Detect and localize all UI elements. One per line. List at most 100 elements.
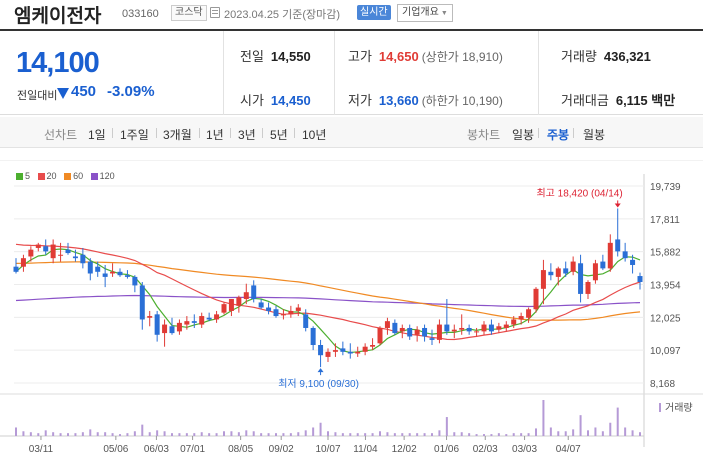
volume-bar <box>237 432 240 436</box>
volume-bar <box>29 432 32 436</box>
candle-body <box>176 322 182 332</box>
volume-bar <box>81 432 84 436</box>
volume-bar <box>96 432 99 436</box>
candle-monthly[interactable]: 월봉 <box>583 128 606 142</box>
candle-body <box>459 327 465 330</box>
volume-bar <box>438 430 441 436</box>
period-1w[interactable]: 1주일 <box>120 128 149 142</box>
volume-bar <box>564 431 567 436</box>
calendar-icon <box>210 7 220 18</box>
lower-limit: (하한가 10,190) <box>421 94 503 108</box>
separator <box>112 128 113 138</box>
ma-legend: 5 20 60 120 <box>16 171 120 181</box>
upper-limit: (상한가 18,910) <box>421 50 503 64</box>
candle-body <box>280 314 286 316</box>
candle-body <box>399 327 405 332</box>
volume-bar <box>208 433 211 436</box>
stock-code: 033160 <box>122 8 159 20</box>
volume-bar <box>52 432 55 436</box>
candle-body <box>548 271 554 276</box>
volume-bar <box>490 434 493 436</box>
y-tick-label: 15,882 <box>650 248 681 259</box>
realtime-button[interactable]: 실시간 <box>357 5 391 20</box>
volume-bar <box>631 430 634 436</box>
candle-body <box>87 261 93 274</box>
candle-body <box>132 276 138 286</box>
volume-bar <box>260 433 263 436</box>
current-price: 14,100 <box>16 47 100 79</box>
candle-body <box>392 322 398 334</box>
volume-bar <box>609 422 612 436</box>
open-label: 시가 <box>240 93 264 108</box>
x-tick-label: 02/03 <box>473 444 498 455</box>
y-tick-label: 8,168 <box>650 379 675 390</box>
volume-bar <box>460 432 463 436</box>
legend-label: 20 <box>46 171 57 181</box>
candle-body <box>102 273 108 277</box>
candle-body <box>80 254 86 264</box>
open-value: 14,450 <box>270 93 311 108</box>
x-tick-label: 04/07 <box>556 444 581 455</box>
volume-value: 436,321 <box>603 49 651 64</box>
candle-body <box>600 261 606 269</box>
candle-body <box>28 249 34 257</box>
candle-body <box>20 258 26 267</box>
candle-body <box>466 327 472 332</box>
candle-body <box>13 266 19 272</box>
period-3m[interactable]: 3개월 <box>163 128 192 142</box>
price-summary: 14,100 전일대비 450 -3.09% 전일 14,550 시가 14,450… <box>0 29 703 115</box>
candle-body <box>481 324 487 332</box>
period-10y[interactable]: 10년 <box>302 128 327 142</box>
volume-bar <box>520 433 523 436</box>
stock-chart[interactable]: 19,739 17,811 15,882 13,954 12,025 10,097 8,16… <box>0 160 703 457</box>
candle-body <box>347 351 353 354</box>
candle-body <box>622 251 628 259</box>
candle-body <box>199 316 205 325</box>
volume-bar <box>282 433 285 436</box>
x-tick-label: 01/06 <box>434 444 459 455</box>
period-5y[interactable]: 5년 <box>270 128 288 142</box>
volume-bar <box>557 431 560 436</box>
y-tick-label: 10,097 <box>650 346 681 357</box>
candle-body <box>236 297 242 306</box>
candle-body <box>451 329 457 332</box>
candle-body <box>615 239 621 252</box>
volume-label: 거래량 <box>561 49 597 64</box>
trade-value: 6,115 백만 <box>615 93 676 108</box>
volume-bar <box>89 429 92 436</box>
company-info-dropdown[interactable]: 기업개요 ▼ <box>397 4 453 22</box>
low-cell: 저가 13,660 (하한가 10,190) <box>348 90 503 109</box>
candle-body <box>526 309 532 318</box>
candle-body <box>184 321 190 325</box>
volume-bar <box>416 433 419 436</box>
candle-body <box>578 263 584 294</box>
period-1d[interactable]: 1일 <box>88 128 106 142</box>
x-tick-label: 06/03 <box>144 444 169 455</box>
candle-body <box>540 270 546 289</box>
volume-bar <box>275 433 277 436</box>
candle-body <box>191 321 197 323</box>
volume-bar <box>252 431 255 436</box>
volume-bar <box>245 430 248 436</box>
x-tick-label: 09/02 <box>269 444 294 455</box>
candle-body <box>340 348 346 352</box>
period-3y[interactable]: 3년 <box>238 128 256 142</box>
candle-body <box>563 268 569 274</box>
volume-bar <box>431 433 433 436</box>
volume-bar <box>579 415 582 436</box>
volume-legend-swatch <box>659 403 661 412</box>
ma20-line <box>15 243 641 341</box>
prev-close-cell: 전일 14,550 <box>240 46 311 65</box>
volume-bar <box>334 432 337 436</box>
divider <box>334 31 335 115</box>
x-tick-label: 03/03 <box>512 444 537 455</box>
volume-bar <box>230 431 233 436</box>
candle-body <box>370 344 376 347</box>
volume-cell: 거래량 436,321 <box>561 46 651 65</box>
candle-daily[interactable]: 일봉 <box>512 128 535 142</box>
period-1y[interactable]: 1년 <box>206 128 224 142</box>
candle-body <box>310 327 316 345</box>
candle-weekly[interactable]: 주봉 <box>547 128 570 142</box>
market-badge: 코스닥 <box>171 5 207 21</box>
candle-body <box>295 307 301 311</box>
